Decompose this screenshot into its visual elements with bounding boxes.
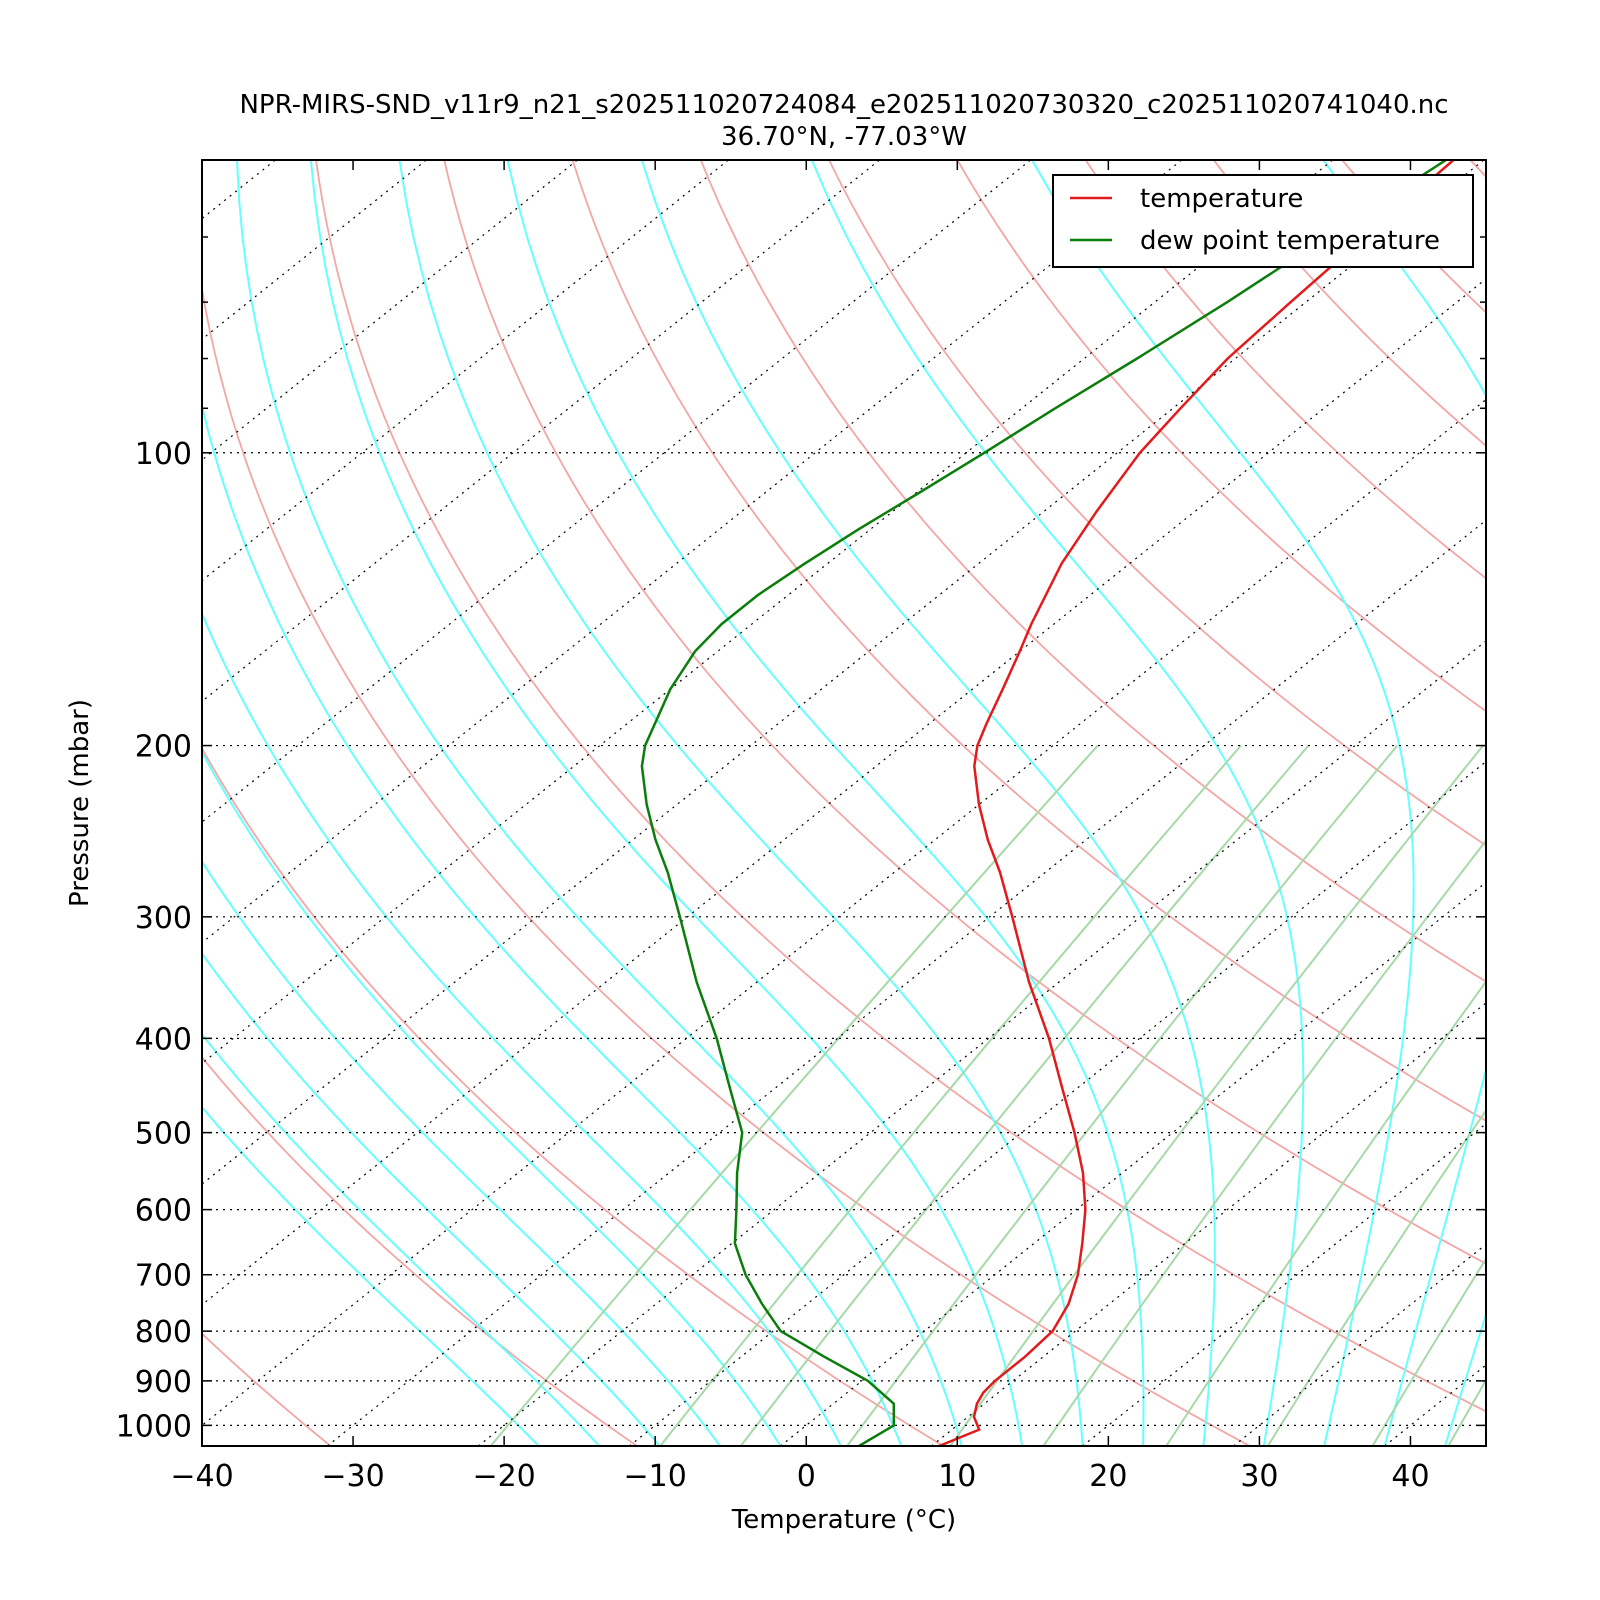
isotherm-gridline bbox=[477, 640, 1486, 1446]
x-tick-label: 20 bbox=[1089, 1459, 1127, 1494]
temperature-line bbox=[938, 160, 1455, 1446]
dry-adiabat-line bbox=[202, 1332, 332, 1446]
isotherm-gridline bbox=[202, 160, 1334, 1065]
isotherm-gridline bbox=[780, 881, 1486, 1446]
dry-adiabat-line bbox=[956, 160, 1486, 713]
dry-adiabat-line bbox=[202, 1055, 638, 1446]
mixing-ratio-line bbox=[1447, 1378, 1486, 1446]
legend: temperature dew point temperature bbox=[1052, 174, 1474, 268]
legend-label-temperature: temperature bbox=[1140, 184, 1303, 214]
x-tick-label: −40 bbox=[170, 1459, 233, 1494]
mixing-ratio-line bbox=[739, 744, 1310, 1446]
dry-adiabat-line bbox=[443, 160, 1486, 1265]
isotherm-gridline bbox=[202, 160, 1031, 823]
legend-box bbox=[1052, 174, 1474, 268]
dry-adiabat-line bbox=[1341, 160, 1486, 314]
grid-lines bbox=[0, 160, 1600, 1446]
moist-adiabat-line bbox=[202, 750, 782, 1446]
y-tick-label: 1000 bbox=[116, 1409, 192, 1444]
y-tick-label: 100 bbox=[135, 437, 192, 472]
dry-adiabat-line bbox=[1469, 160, 1486, 179]
moist-adiabat-line bbox=[810, 160, 1305, 1446]
dry-adiabat-line bbox=[315, 160, 1486, 1413]
isotherm-gridline bbox=[202, 160, 427, 340]
x-tick-label: 30 bbox=[1240, 1459, 1278, 1494]
isotherm-gridline bbox=[1082, 1122, 1486, 1446]
isotherm-gridline bbox=[629, 760, 1486, 1446]
isotherm-gridline bbox=[1536, 160, 1600, 1446]
isotherm-gridline bbox=[202, 160, 578, 461]
x-tick-label: −10 bbox=[624, 1459, 687, 1494]
isotherm-gridline bbox=[202, 160, 1485, 1185]
x-axis-label: Temperature (°C) bbox=[731, 1505, 956, 1535]
mixing-ratio-line bbox=[1165, 980, 1486, 1446]
isotherm-gridline bbox=[326, 519, 1486, 1446]
mixing-ratio-line bbox=[846, 744, 1399, 1446]
moist-adiabat-line bbox=[202, 1105, 540, 1446]
isotherm-gridline bbox=[202, 398, 1486, 1427]
y-tick-label: 200 bbox=[135, 730, 192, 765]
moist-adiabat-line bbox=[640, 160, 1216, 1446]
mixing-ratio-line bbox=[659, 744, 1242, 1446]
dry-adiabat-line bbox=[202, 746, 944, 1446]
moist-adiabat-line bbox=[202, 1032, 600, 1446]
mixing-ratio-line bbox=[489, 744, 1099, 1446]
dry-adiabat-line bbox=[699, 160, 1486, 983]
y-tick-label: 800 bbox=[135, 1315, 192, 1350]
isotherm-gridline bbox=[1384, 1364, 1486, 1446]
moist-adiabat-line bbox=[1031, 160, 1415, 1446]
moist-adiabat-line bbox=[202, 401, 903, 1446]
x-tick-label: 0 bbox=[797, 1459, 816, 1494]
moist-adiabat-line bbox=[1444, 1311, 1486, 1446]
series-lines bbox=[640, 160, 1455, 1446]
dry-adiabat-line bbox=[1213, 160, 1486, 447]
axis-ticks bbox=[201, 160, 1486, 1446]
moist-adiabat-line bbox=[202, 611, 842, 1446]
moist-adiabat-line bbox=[1506, 160, 1600, 1446]
moist-adiabat-line bbox=[398, 160, 1084, 1446]
moist-adiabat-line bbox=[1322, 160, 1486, 1446]
dry-adiabat-line bbox=[571, 160, 1486, 1122]
mixing-ratio-line bbox=[1371, 1257, 1486, 1446]
chart-title: NPR-MIRS-SND_v11r9_n21_s202511020724084_… bbox=[239, 90, 1448, 120]
y-tick-labels: 100 200 300 400 500 600 700 800 900 1000 bbox=[116, 437, 192, 1445]
mixing-ratio-line bbox=[1042, 838, 1486, 1446]
isotherm-gridline bbox=[202, 160, 1183, 944]
x-tick-label: 10 bbox=[938, 1459, 976, 1494]
moist-adiabat-line bbox=[202, 951, 661, 1446]
moist-adiabat-line bbox=[236, 160, 963, 1446]
y-tick-label: 500 bbox=[135, 1117, 192, 1152]
moist-adiabat-line bbox=[309, 160, 1024, 1446]
x-tick-label: −20 bbox=[472, 1459, 535, 1494]
dry-adiabat-line bbox=[828, 160, 1486, 847]
isotherm-gridline bbox=[202, 278, 1486, 1306]
dewpoint-line bbox=[640, 160, 1447, 1446]
moist-adiabat-line bbox=[202, 859, 721, 1446]
background-lines bbox=[202, 160, 1600, 1446]
y-tick-label: 400 bbox=[135, 1022, 192, 1057]
moist-adiabat-line bbox=[506, 160, 1145, 1446]
y-tick-label: 900 bbox=[135, 1365, 192, 1400]
y-tick-label: 700 bbox=[135, 1259, 192, 1294]
chart-subtitle: 36.70°N, -77.03°W bbox=[721, 122, 967, 152]
y-tick-label: 600 bbox=[135, 1194, 192, 1229]
plot-frame bbox=[201, 159, 1487, 1447]
legend-label-dewpoint: dew point temperature bbox=[1140, 226, 1440, 256]
mixing-ratio-line bbox=[1266, 1108, 1486, 1446]
y-tick-label: 300 bbox=[135, 901, 192, 936]
mixing-ratio-line bbox=[949, 744, 1484, 1446]
isotherm-gridline bbox=[0, 160, 124, 1446]
isotherm-gridline bbox=[202, 160, 880, 703]
isotherm-gridline bbox=[931, 1002, 1486, 1446]
isotherm-gridline bbox=[1233, 1243, 1486, 1446]
x-tick-label: 40 bbox=[1391, 1459, 1429, 1494]
y-axis-label: Pressure (mbar) bbox=[65, 699, 95, 907]
isotherm-gridline bbox=[202, 160, 729, 582]
dry-adiabat-line bbox=[1084, 160, 1486, 580]
x-tick-label: −30 bbox=[321, 1459, 384, 1494]
x-tick-labels: −40 −30 −20 −10 0 10 20 30 40 bbox=[170, 1459, 1429, 1494]
